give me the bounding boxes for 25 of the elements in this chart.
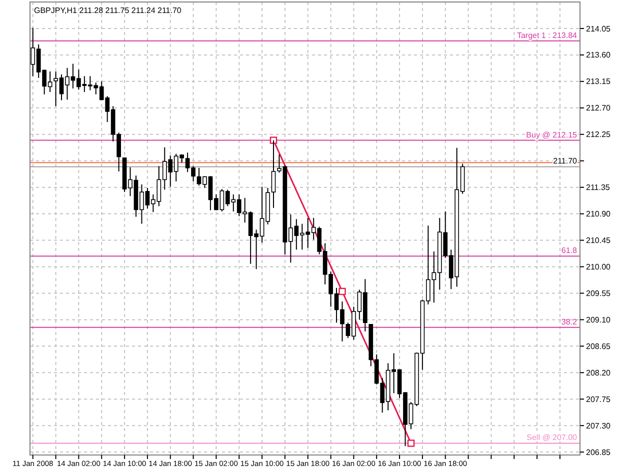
y-tick-label: 213.60	[586, 50, 612, 60]
y-tick-label: 206.85	[586, 448, 612, 457]
y-tick-label: 209.55	[586, 289, 612, 298]
ref-line-label: Target 1 : 213.84	[516, 30, 578, 40]
annotation: 38.2	[561, 317, 578, 326]
ref-line-label: Sell @ 207.00	[526, 433, 578, 442]
y-tick-label: 208.20	[586, 368, 612, 378]
y-tick-label: 213.15	[586, 77, 612, 86]
text: GBPJPY,H1 211.28 211.75 211.24 211.70	[34, 6, 182, 15]
point	[338, 288, 346, 296]
y-tick-label: 207.75	[586, 394, 612, 404]
annotation: 61.8	[561, 246, 578, 256]
y-tick-label: 210.45	[586, 236, 612, 246]
y-tick-label: 210.00	[586, 262, 612, 272]
y-tick-label: 207.30	[586, 421, 612, 430]
ref-line-label: Buy @ 212.15	[526, 130, 578, 140]
y-tick-label: 211.35	[586, 183, 610, 192]
y-tick-label: 208.65	[586, 342, 612, 351]
point	[407, 440, 415, 447]
y-tick-label: 212.70	[586, 104, 612, 113]
y-tick-label: 209.10	[586, 315, 612, 324]
y-tick-label: 210.90	[586, 210, 612, 219]
y-tick-label: 212.25	[586, 130, 612, 140]
y-tick-label: 214.05	[586, 24, 612, 34]
point	[270, 136, 278, 144]
